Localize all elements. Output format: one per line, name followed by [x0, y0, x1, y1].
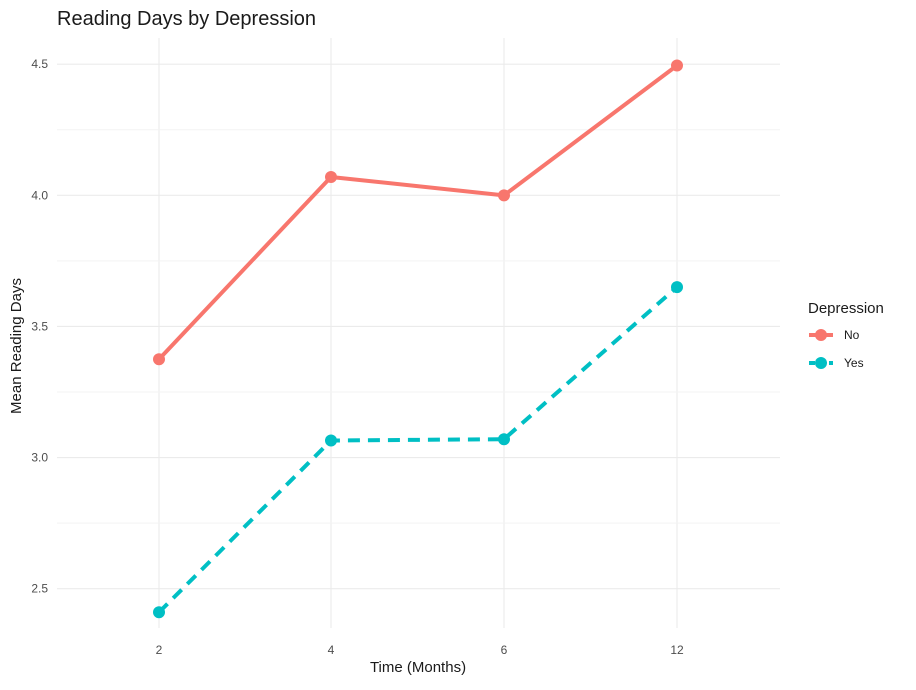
legend-label: Yes — [844, 356, 864, 370]
series-layer — [153, 59, 683, 619]
data-point-yes — [153, 606, 165, 619]
legend-item-yes: Yes — [809, 356, 864, 370]
y-axis-ticks: 2.5 3.0 3.5 4.0 4.5 — [31, 57, 48, 595]
legend-key-point — [815, 357, 827, 369]
legend-title: Depression — [808, 300, 884, 317]
data-point-no — [325, 170, 337, 183]
y-tick-label: 4.0 — [31, 188, 48, 202]
x-axis-ticks: 2 4 6 12 — [156, 643, 684, 657]
x-axis-title: Time (Months) — [370, 659, 466, 676]
data-point-yes — [325, 434, 337, 447]
data-point-no — [498, 189, 510, 202]
x-tick-label: 4 — [328, 643, 335, 657]
y-axis-title: Mean Reading Days — [8, 278, 25, 414]
legend-label: No — [844, 328, 860, 342]
x-tick-label: 12 — [670, 643, 684, 657]
grid — [57, 38, 780, 628]
legend-items: No Yes — [809, 328, 864, 370]
legend-item-no: No — [809, 328, 860, 342]
legend: Depression No Yes — [808, 300, 884, 370]
legend-key-point — [815, 329, 827, 341]
data-point-yes — [498, 433, 510, 446]
x-tick-label: 6 — [501, 643, 508, 657]
data-point-no — [153, 353, 165, 366]
data-point-yes — [671, 281, 683, 294]
chart-title: Reading Days by Depression — [57, 8, 316, 30]
y-tick-label: 3.0 — [31, 451, 48, 465]
y-tick-label: 3.5 — [31, 319, 48, 333]
data-point-no — [671, 59, 683, 72]
y-tick-label: 2.5 — [31, 582, 48, 596]
x-tick-label: 2 — [156, 643, 163, 657]
series-line-no — [157, 63, 679, 361]
series-line-yes — [157, 285, 679, 614]
y-tick-label: 4.5 — [31, 57, 48, 71]
